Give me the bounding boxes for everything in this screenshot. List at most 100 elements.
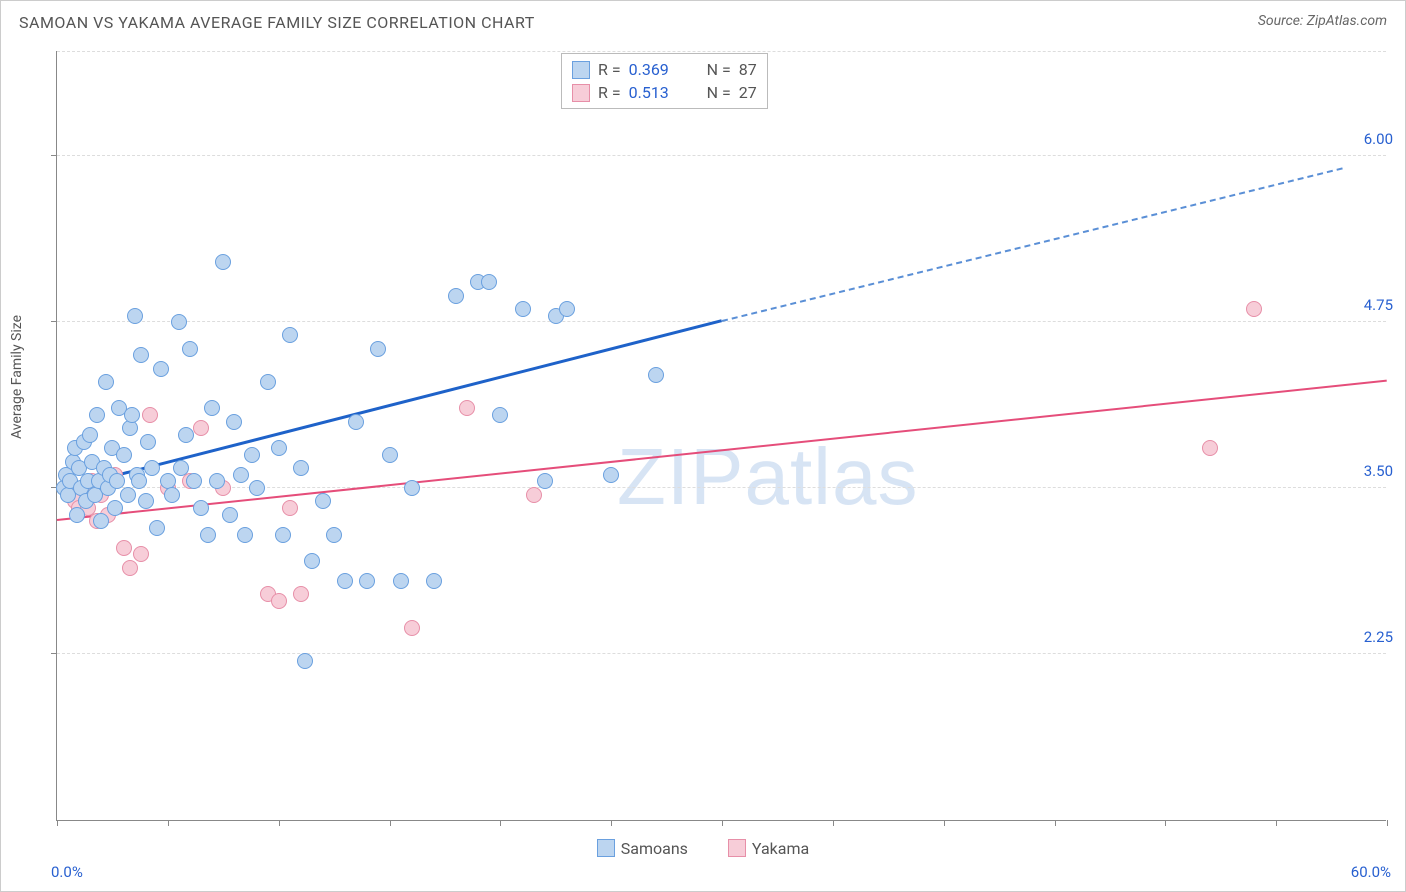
- point-samoans: [275, 527, 291, 543]
- point-samoans: [260, 374, 276, 390]
- point-yakama: [1202, 440, 1218, 456]
- point-samoans: [140, 434, 156, 450]
- point-samoans: [215, 254, 231, 270]
- r-value-samoans: 0.369: [629, 60, 689, 79]
- point-samoans: [127, 308, 143, 324]
- point-samoans: [124, 407, 140, 423]
- point-samoans: [171, 314, 187, 330]
- gridline: [57, 51, 1386, 52]
- point-samoans: [648, 367, 664, 383]
- stats-legend: R = 0.369 N = 87 R = 0.513 N = 27: [561, 53, 768, 109]
- chart-container: SAMOAN VS YAKAMA AVERAGE FAMILY SIZE COR…: [0, 0, 1406, 892]
- x-tick: [1387, 820, 1388, 826]
- point-samoans: [222, 507, 238, 523]
- point-samoans: [382, 447, 398, 463]
- point-samoans: [393, 573, 409, 589]
- point-samoans: [200, 527, 216, 543]
- point-yakama: [271, 593, 287, 609]
- x-tick: [1055, 820, 1056, 826]
- point-yakama: [404, 620, 420, 636]
- point-samoans: [144, 460, 160, 476]
- point-samoans: [271, 440, 287, 456]
- point-samoans: [131, 473, 147, 489]
- r-label: R =: [598, 60, 621, 79]
- x-tick: [1276, 820, 1277, 826]
- point-samoans: [515, 301, 531, 317]
- point-samoans: [209, 473, 225, 489]
- point-samoans: [93, 513, 109, 529]
- y-tick-label: 6.00: [1364, 130, 1393, 148]
- point-samoans: [226, 414, 242, 430]
- point-samoans: [116, 447, 132, 463]
- n-label: N =: [707, 83, 731, 102]
- point-samoans: [109, 473, 125, 489]
- point-samoans: [173, 460, 189, 476]
- point-samoans: [204, 400, 220, 416]
- chart-title: SAMOAN VS YAKAMA AVERAGE FAMILY SIZE COR…: [19, 13, 535, 32]
- point-samoans: [120, 487, 136, 503]
- point-samoans: [348, 414, 364, 430]
- x-tick: [279, 820, 280, 826]
- legend-item-samoans: Samoans: [597, 839, 688, 858]
- x-tick: [944, 820, 945, 826]
- point-samoans: [448, 288, 464, 304]
- y-tick-label: 3.50: [1364, 462, 1393, 480]
- point-samoans: [244, 447, 260, 463]
- legend-label-samoans: Samoans: [621, 839, 688, 858]
- y-tick: [51, 155, 57, 156]
- x-tick: [390, 820, 391, 826]
- legend-label-yakama: Yakama: [752, 839, 809, 858]
- point-samoans: [233, 467, 249, 483]
- point-samoans: [237, 527, 253, 543]
- n-label: N =: [707, 60, 731, 79]
- y-tick-label: 2.25: [1364, 628, 1393, 646]
- point-samoans: [178, 427, 194, 443]
- swatch-yakama-icon: [572, 84, 590, 102]
- x-tick: [57, 820, 58, 826]
- point-yakama: [133, 546, 149, 562]
- point-samoans: [481, 274, 497, 290]
- point-yakama: [193, 420, 209, 436]
- point-yakama: [142, 407, 158, 423]
- swatch-yakama-icon: [728, 839, 746, 857]
- point-samoans: [249, 480, 265, 496]
- point-samoans: [603, 467, 619, 483]
- x-min-label: 0.0%: [51, 863, 83, 881]
- point-samoans: [98, 374, 114, 390]
- point-yakama: [526, 487, 542, 503]
- point-samoans: [537, 473, 553, 489]
- point-yakama: [282, 500, 298, 516]
- point-samoans: [133, 347, 149, 363]
- y-tick: [51, 321, 57, 322]
- gridline: [57, 155, 1386, 156]
- x-tick: [1165, 820, 1166, 826]
- point-samoans: [426, 573, 442, 589]
- n-value-samoans: 87: [739, 60, 757, 79]
- y-tick-label: 4.75: [1364, 296, 1393, 314]
- x-tick: [833, 820, 834, 826]
- point-samoans: [186, 473, 202, 489]
- point-yakama: [293, 586, 309, 602]
- point-samoans: [337, 573, 353, 589]
- point-yakama: [116, 540, 132, 556]
- legend-item-yakama: Yakama: [728, 839, 809, 858]
- source-text: Source: ZipAtlas.com: [1258, 13, 1387, 29]
- point-samoans: [315, 493, 331, 509]
- point-samoans: [164, 487, 180, 503]
- trend-line: [722, 168, 1343, 323]
- series-legend: Samoans Yakama: [1, 839, 1405, 862]
- point-samoans: [82, 427, 98, 443]
- point-yakama: [122, 560, 138, 576]
- swatch-samoans-icon: [597, 839, 615, 857]
- y-tick: [51, 653, 57, 654]
- x-tick: [500, 820, 501, 826]
- point-samoans: [326, 527, 342, 543]
- point-samoans: [293, 460, 309, 476]
- y-axis-label: Average Family Size: [9, 315, 25, 439]
- stats-row-yakama: R = 0.513 N = 27: [572, 81, 757, 104]
- x-tick: [722, 820, 723, 826]
- point-samoans: [404, 480, 420, 496]
- n-value-yakama: 27: [739, 83, 757, 102]
- point-samoans: [149, 520, 165, 536]
- gridline: [57, 653, 1386, 654]
